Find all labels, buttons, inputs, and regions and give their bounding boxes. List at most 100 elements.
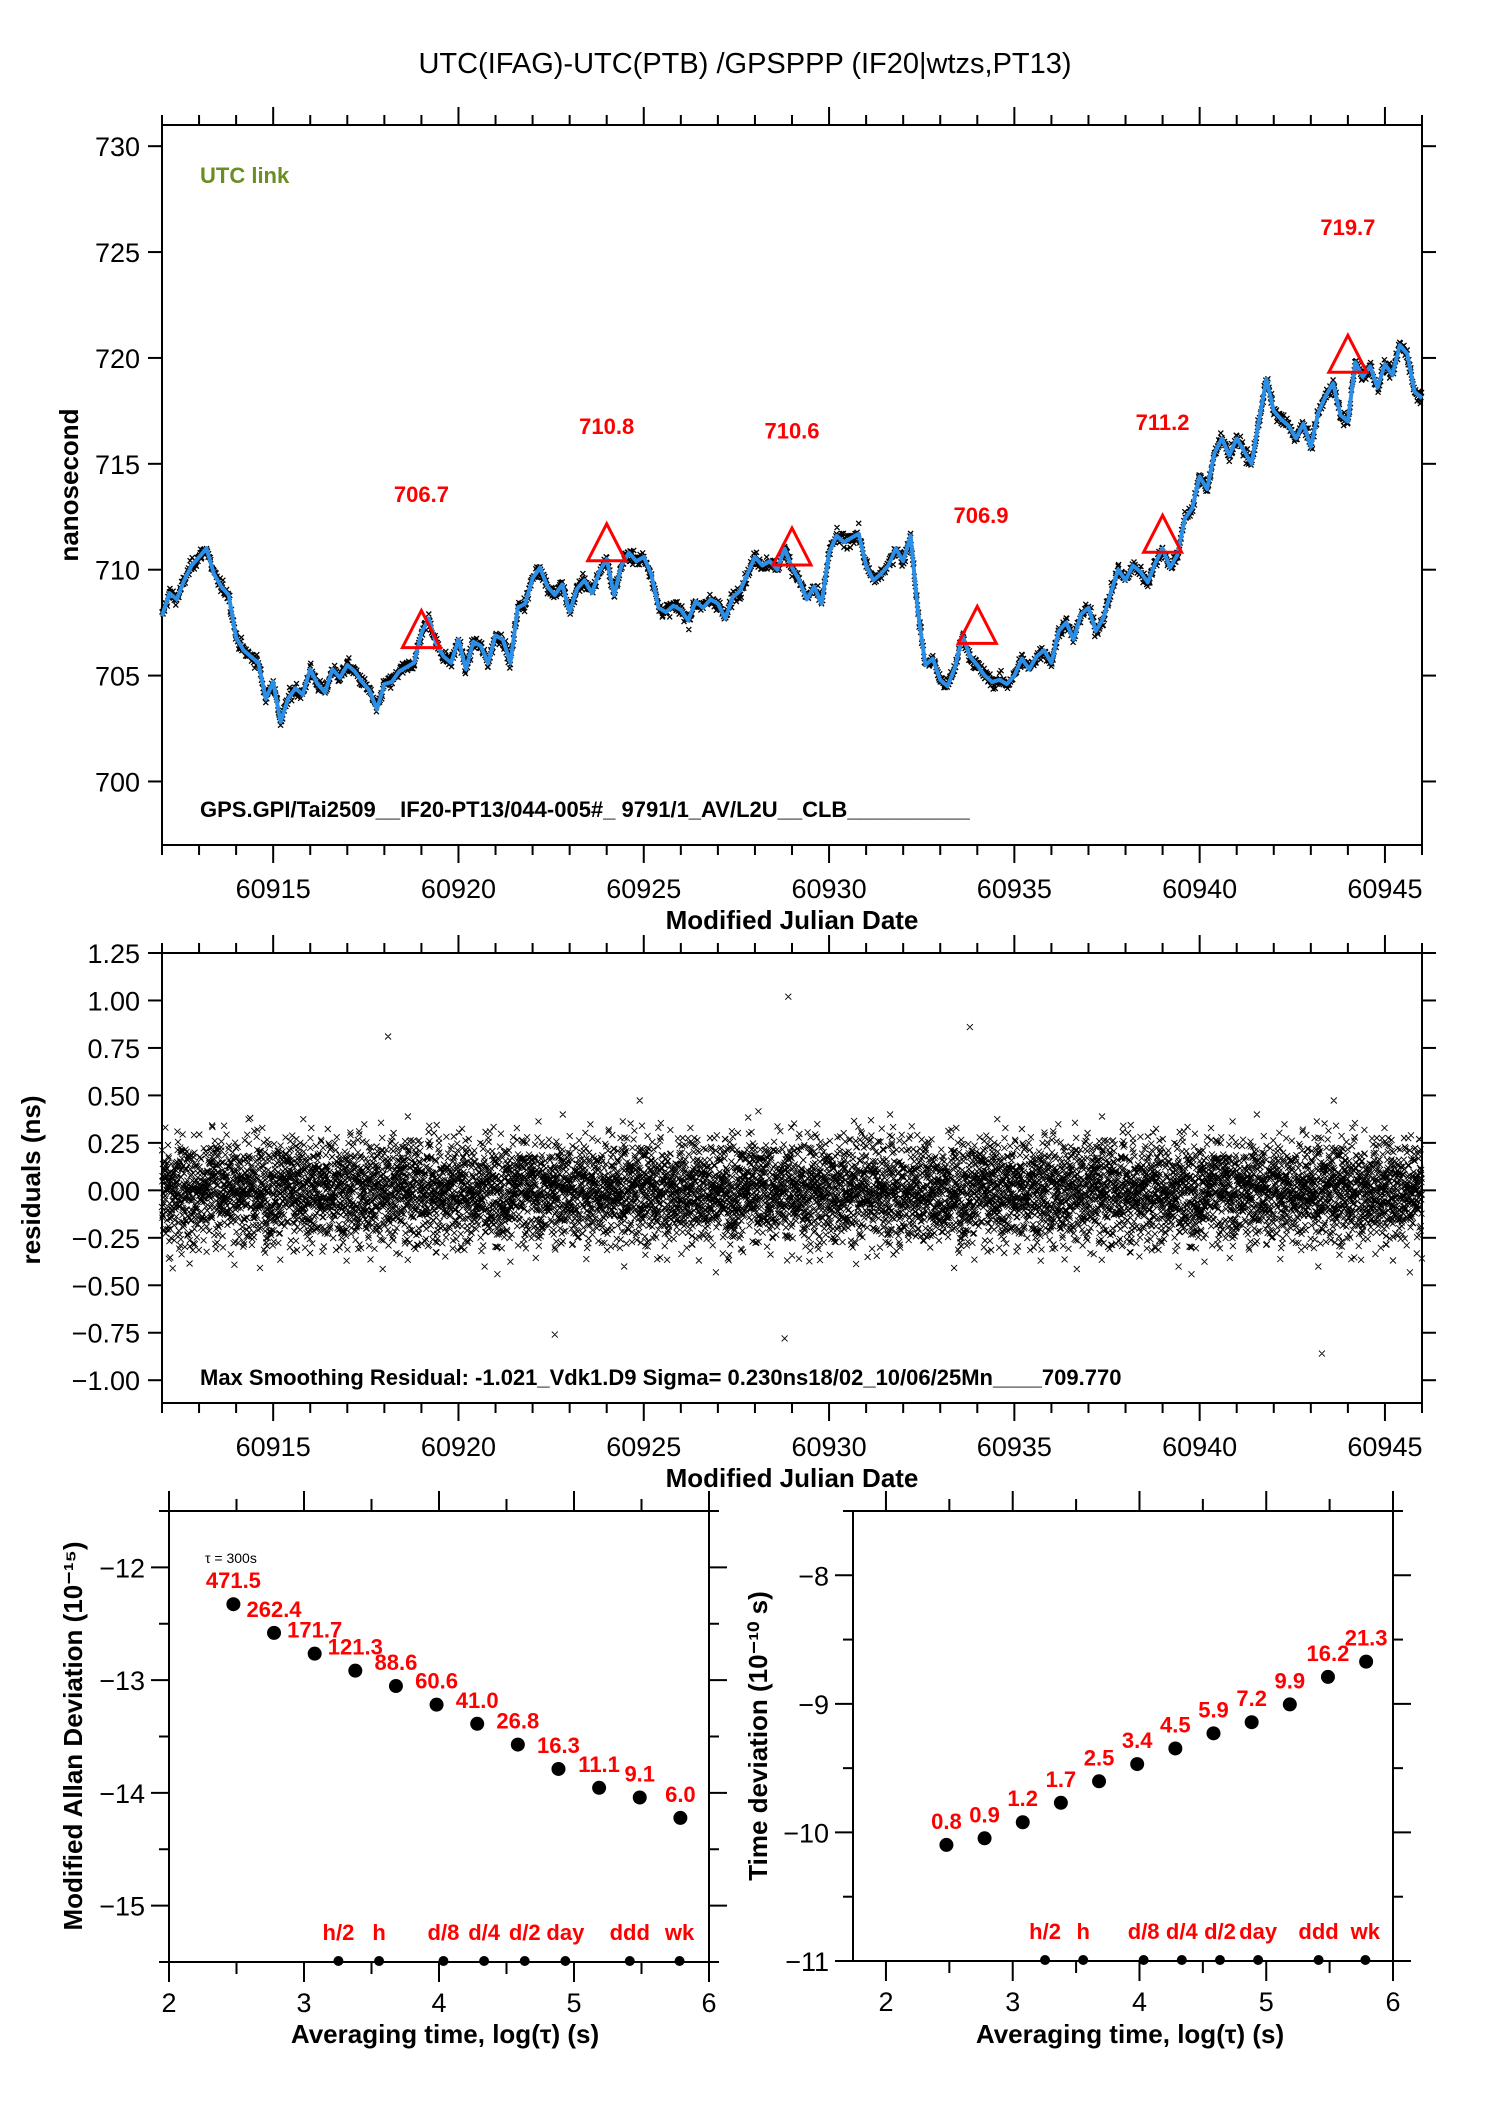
mdev-panel: 2 3 4 5 6 −15 −14 −13 −12 471.5 262.4171.7121.388… xyxy=(58,1491,727,2049)
y-tick-label: 720 xyxy=(95,344,140,374)
deviation-value-label: 262.4 xyxy=(246,1597,302,1622)
residual-points xyxy=(158,993,1426,1357)
deviation-value-label: 16.3 xyxy=(537,1733,580,1758)
marker-value-label: 710.6 xyxy=(764,418,819,443)
mdev-points: 471.5 262.4171.7121.388.660.641.026.816.3… xyxy=(206,1568,696,1825)
time-series-panel: 706.7 710.8 710.6 706.9 711.2 719.7 60915 6092… xyxy=(54,107,1436,935)
mdev-time-markers: h/2 h d/8 d/4 d/2 day ddd wk xyxy=(323,1920,695,1966)
deviation-value-label: 26.8 xyxy=(496,1709,539,1734)
time-marker-dot xyxy=(1138,1955,1149,1965)
time-marker-dot xyxy=(1040,1955,1051,1965)
residuals-panel: 60915 60920 60925 60930 60935 60940 60945 −1.00… xyxy=(16,935,1436,1493)
time-marker-label: h xyxy=(372,1920,385,1945)
y-tick-label: −13 xyxy=(99,1666,145,1696)
deviation-point xyxy=(1092,1774,1107,1789)
x-tick-label: 2 xyxy=(878,1987,893,2017)
time-marker-dot xyxy=(1313,1955,1324,1965)
residuals-footer: Max Smoothing Residual: -1.021_Vdk1.D9 S… xyxy=(200,1365,1121,1390)
marker-triangle xyxy=(770,524,814,567)
x-tick-label: 2 xyxy=(161,1988,176,2018)
deviation-value-label: 11.1 xyxy=(578,1752,620,1777)
time-marker-dot xyxy=(1253,1955,1264,1965)
residuals-ylabel: residuals (ns) xyxy=(16,1095,46,1264)
time-marker-dot xyxy=(560,1956,571,1966)
y-tick-label: −10 xyxy=(783,1818,829,1848)
x-tick-label: 60925 xyxy=(606,874,681,904)
marker-value-label: 711.2 xyxy=(1136,410,1190,435)
deviation-value-label: 171.7 xyxy=(287,1618,342,1643)
tdev-time-markers: h/2 h d/8 d/4 d/2 day ddd wk xyxy=(1029,1919,1381,1965)
smoothed-line xyxy=(160,343,1424,725)
marker-triangle xyxy=(1326,332,1370,374)
x-tick-label: 5 xyxy=(566,1988,581,2018)
tdev-ticks: 2 3 4 5 6 −11 −10 −9 −8 xyxy=(783,1491,1411,2017)
time-marker-dot xyxy=(519,1956,530,1966)
time-marker-dot xyxy=(1176,1955,1187,1965)
raw-data-marks xyxy=(159,339,1425,729)
time-series-xlabel: Modified Julian Date xyxy=(666,905,919,935)
deviation-point xyxy=(632,1790,647,1805)
deviation-point xyxy=(1130,1757,1145,1772)
deviation-point xyxy=(939,1837,954,1852)
deviation-point xyxy=(388,1679,403,1694)
time-marker-dot xyxy=(374,1956,385,1966)
raw-data-points xyxy=(159,339,1425,729)
deviation-value-label: 0.8 xyxy=(931,1809,962,1834)
time-marker-dot xyxy=(1078,1955,1089,1965)
time-marker-dot xyxy=(1360,1955,1371,1965)
x-tick-label: 60930 xyxy=(792,874,867,904)
time-series-frame xyxy=(161,124,1423,846)
y-tick-label: 0.75 xyxy=(87,1034,140,1064)
y-tick-label: 0.50 xyxy=(87,1081,140,1111)
x-tick-label: 60945 xyxy=(1347,1432,1422,1462)
deviation-point xyxy=(1244,1715,1259,1730)
y-tick-label: −14 xyxy=(99,1779,145,1809)
deviation-point xyxy=(1206,1726,1221,1741)
tau-annotation: τ = 300s xyxy=(205,1550,257,1566)
x-tick-label: 60935 xyxy=(977,1432,1052,1462)
time-marker-dot xyxy=(624,1956,635,1966)
x-tick-label: 60935 xyxy=(977,874,1052,904)
residuals-xlabel: Modified Julian Date xyxy=(666,1463,919,1493)
x-tick-label: 3 xyxy=(1005,1987,1020,2017)
x-tick-label: 60915 xyxy=(236,1432,311,1462)
deviation-value-label: 9.9 xyxy=(1275,1668,1306,1693)
deviation-value-label: 0.9 xyxy=(969,1802,1000,1827)
time-marker-label: d/4 xyxy=(468,1920,501,1945)
deviation-point xyxy=(1359,1654,1374,1669)
deviation-point xyxy=(348,1663,363,1678)
deviation-point xyxy=(1053,1795,1068,1810)
x-tick-label: 60920 xyxy=(421,874,496,904)
marker-triangle xyxy=(1141,512,1185,554)
y-tick-label: 700 xyxy=(95,767,140,797)
y-tick-label: 1.25 xyxy=(87,939,140,969)
deviation-point xyxy=(977,1831,992,1846)
time-marker-dot xyxy=(333,1956,344,1966)
deviation-value-label: 4.5 xyxy=(1160,1712,1191,1737)
tdev-frame xyxy=(852,1510,1394,1962)
x-tick-label: 3 xyxy=(296,1988,311,2018)
y-tick-label: 730 xyxy=(95,132,140,162)
deviation-point xyxy=(673,1810,688,1825)
utc-link-label: UTC link xyxy=(200,163,290,188)
deviation-point xyxy=(267,1625,282,1640)
deviation-value-label: 9.1 xyxy=(624,1761,655,1786)
marker-value-label: 706.7 xyxy=(394,482,449,507)
page-title: UTC(IFAG)-UTC(PTB) /GPSPPP (IF20|wtzs,PT… xyxy=(418,48,1071,80)
x-tick-label: 4 xyxy=(1132,1987,1147,2017)
time-marker-label: h xyxy=(1076,1919,1089,1944)
deviation-value-label: 2.5 xyxy=(1084,1745,1115,1770)
time-series-ticks: 60915 60920 60925 60930 60935 60940 60945 700 70… xyxy=(95,107,1436,904)
time-marker-label: d/2 xyxy=(1204,1919,1236,1944)
time-marker-label: day xyxy=(546,1920,585,1945)
time-marker-label: d/2 xyxy=(509,1920,541,1945)
y-tick-label: −0.25 xyxy=(72,1224,140,1254)
tdev-xlabel: Averaging time, log(τ) (s) xyxy=(976,2019,1284,2049)
y-tick-label: −0.50 xyxy=(72,1271,140,1301)
time-marker-dot xyxy=(1214,1955,1225,1965)
residual-marks xyxy=(158,993,1426,1357)
mdev-ylabel: Modified Allan Deviation (10⁻¹⁵) xyxy=(58,1542,88,1931)
y-tick-label: −1.00 xyxy=(72,1366,140,1396)
x-tick-label: 60925 xyxy=(606,1432,681,1462)
deviation-value-label: 1.7 xyxy=(1046,1767,1077,1792)
